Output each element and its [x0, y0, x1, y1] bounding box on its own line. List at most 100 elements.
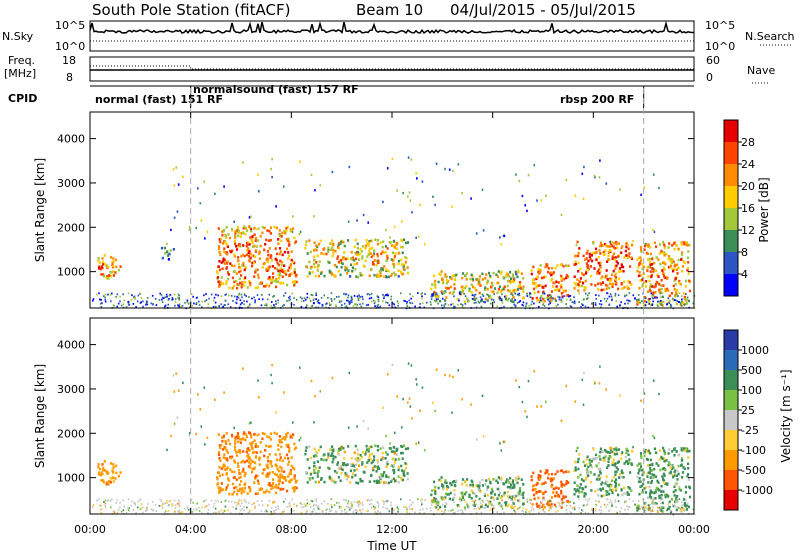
power-cell — [134, 296, 136, 299]
velocity-cell — [647, 504, 650, 507]
power-cell — [555, 305, 557, 307]
power-cell — [259, 235, 262, 238]
power-cell — [604, 283, 608, 287]
power-cell — [167, 303, 170, 306]
power-cell — [566, 294, 569, 297]
power-cell — [577, 261, 580, 265]
velocity-cell — [651, 473, 654, 476]
velocity-cell — [232, 506, 234, 508]
power-cell — [281, 305, 284, 307]
velocity-cell — [685, 508, 688, 511]
velocity-cell — [275, 458, 279, 462]
velocity-cell — [569, 501, 572, 503]
power-cell — [654, 269, 657, 272]
power-cell — [274, 257, 277, 261]
power-cell — [329, 242, 332, 245]
power-cell — [396, 242, 399, 245]
power-cell — [598, 249, 601, 252]
velocity-cell — [557, 493, 560, 497]
velocity-cell — [280, 445, 283, 449]
power-cell — [386, 247, 389, 250]
power-cell — [140, 297, 143, 299]
power-cell — [533, 302, 535, 305]
velocity-cell — [369, 458, 372, 461]
power-cell — [103, 254, 106, 257]
velocity-cell — [331, 460, 334, 464]
velocity-cell — [238, 498, 241, 501]
power-cell — [578, 292, 580, 295]
power-cell — [627, 287, 630, 290]
velocity-cell — [358, 464, 361, 467]
velocity-cell — [145, 506, 148, 509]
velocity-cell — [227, 483, 230, 487]
power-cell — [551, 277, 554, 281]
power-cell — [370, 292, 373, 295]
power-cell — [237, 294, 240, 297]
velocity-cell — [239, 509, 242, 512]
velocity-cell — [268, 471, 271, 475]
velocity-cell — [662, 506, 665, 510]
power-cell — [526, 295, 529, 297]
power-cell — [680, 305, 683, 307]
power-cell — [246, 286, 249, 289]
power-cell — [243, 300, 245, 302]
power-cell — [293, 268, 296, 271]
power-cell — [575, 243, 578, 247]
power-cell — [563, 295, 566, 297]
velocity-cell — [573, 493, 576, 496]
velocity-cell — [145, 508, 148, 510]
power-cell — [446, 279, 449, 282]
velocity-cell — [685, 447, 688, 450]
velocity-cell — [102, 466, 105, 470]
velocity-cell — [673, 505, 676, 507]
power-cell — [481, 188, 484, 191]
power-cell — [270, 167, 272, 171]
velocity-cell — [283, 391, 285, 394]
power-cell — [639, 279, 642, 283]
velocity-cell — [401, 457, 404, 461]
power-cell — [251, 245, 254, 248]
velocity-cell — [216, 477, 219, 481]
velocity-cell — [385, 507, 387, 510]
power-cell — [406, 302, 408, 305]
velocity-cell — [226, 466, 229, 469]
power-cell — [357, 253, 360, 257]
power-cell — [234, 232, 237, 235]
power-cell — [339, 241, 342, 244]
power-cell — [403, 263, 406, 267]
velocity-cell — [675, 500, 678, 503]
power-cell — [377, 259, 380, 262]
power-cell — [475, 301, 477, 304]
velocity-cell — [376, 460, 379, 464]
power-cell — [231, 276, 234, 280]
velocity-cell — [539, 490, 542, 493]
velocity-cell — [468, 506, 470, 509]
velocity-cell — [367, 427, 369, 430]
power-cell — [351, 266, 354, 269]
power-cell — [461, 285, 464, 288]
power-colorbar-swatch — [724, 274, 738, 296]
power-cell — [514, 288, 517, 292]
velocity-cell — [509, 487, 512, 490]
velocity-cell — [98, 498, 100, 501]
power-cell — [574, 262, 577, 266]
power-cell — [269, 256, 272, 259]
power-cell — [666, 301, 669, 305]
velocity-cell — [488, 502, 491, 505]
power-cell — [247, 306, 249, 309]
velocity-cell — [337, 475, 340, 479]
power-cell — [368, 247, 371, 251]
power-cell — [683, 241, 686, 244]
power-cell — [386, 302, 389, 304]
velocity-cell — [393, 469, 396, 472]
power-cell — [315, 261, 318, 264]
power-cell — [683, 304, 686, 306]
velocity-cell — [344, 471, 347, 475]
power-cell — [519, 281, 522, 284]
velocity-cell — [484, 492, 487, 496]
velocity-cell — [500, 478, 503, 481]
power-cell — [327, 297, 329, 299]
velocity-cell — [249, 489, 252, 493]
velocity-cell — [438, 478, 441, 482]
power-cell — [174, 301, 177, 303]
